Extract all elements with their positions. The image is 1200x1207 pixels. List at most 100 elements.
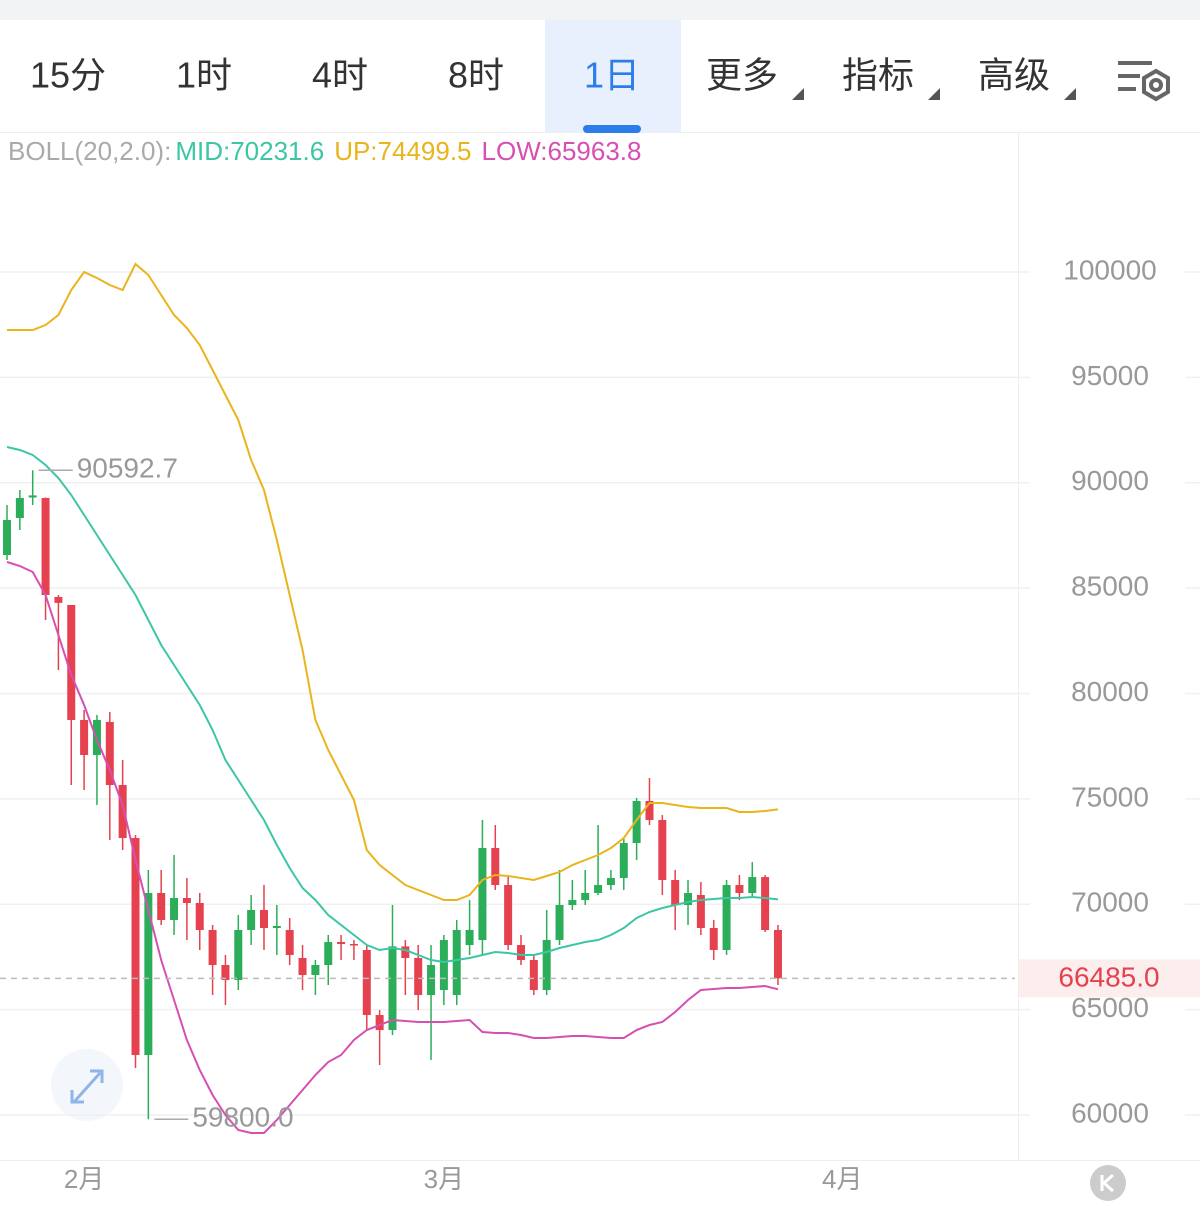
candle-body bbox=[761, 877, 770, 931]
y-tick-label: 95000 bbox=[1071, 360, 1149, 391]
candle-body bbox=[195, 902, 204, 931]
candle-body bbox=[452, 930, 461, 996]
y-tick-label: 60000 bbox=[1071, 1097, 1149, 1128]
y-tick-label: 90000 bbox=[1071, 465, 1149, 496]
candle-body bbox=[67, 604, 76, 720]
menu[interactable]: 更多 bbox=[706, 55, 778, 96]
candle-body bbox=[247, 910, 256, 931]
active-tab-bg bbox=[545, 20, 681, 132]
candle-body bbox=[131, 838, 140, 1056]
candle-body bbox=[414, 957, 423, 996]
y-tick-label: 100000 bbox=[1063, 254, 1156, 285]
candle-body bbox=[144, 892, 153, 1056]
candle-body bbox=[632, 801, 641, 844]
tab[interactable]: 8时 bbox=[448, 55, 504, 96]
candle-body bbox=[542, 940, 551, 991]
candle-body bbox=[478, 848, 487, 941]
candle-body bbox=[439, 940, 448, 991]
status-strip bbox=[0, 0, 1200, 20]
candle-body bbox=[208, 930, 217, 965]
candle-body bbox=[671, 879, 680, 906]
candle-body bbox=[696, 895, 705, 929]
candle-body bbox=[516, 945, 525, 960]
candle-body bbox=[28, 495, 37, 498]
candle-body bbox=[735, 885, 744, 893]
tab[interactable]: 1日 bbox=[584, 55, 640, 96]
boll-label: BOLL(20,2.0): bbox=[8, 136, 171, 166]
x-tick-label: 3月 bbox=[424, 1164, 464, 1194]
tab[interactable]: 4时 bbox=[312, 55, 368, 96]
candle-body bbox=[722, 885, 731, 951]
candle-body bbox=[349, 944, 358, 946]
candle-body bbox=[337, 942, 346, 945]
y-tick-label: 85000 bbox=[1071, 571, 1149, 602]
candle-body bbox=[3, 520, 12, 555]
candle-body bbox=[80, 719, 89, 755]
candle-body bbox=[529, 959, 538, 991]
y-tick-label: 80000 bbox=[1071, 676, 1149, 707]
candle-body bbox=[606, 877, 615, 886]
candle-body bbox=[375, 1015, 384, 1031]
candle-body bbox=[234, 930, 243, 980]
boll-line bbox=[6, 561, 779, 1135]
legend-entry: UP:74499.5 bbox=[334, 136, 471, 166]
candle-body bbox=[491, 848, 500, 886]
candle-body bbox=[709, 928, 718, 951]
candle-body bbox=[362, 950, 371, 1016]
candle-body bbox=[504, 885, 513, 946]
candle-body bbox=[568, 900, 577, 906]
candle-body bbox=[182, 897, 191, 903]
candle-body bbox=[465, 930, 474, 946]
candle-body bbox=[118, 785, 127, 839]
dropdown-caret bbox=[1064, 88, 1076, 100]
candle-body bbox=[259, 910, 268, 929]
candle-body bbox=[427, 964, 436, 996]
y-tick-label: 75000 bbox=[1071, 781, 1149, 812]
candle-body bbox=[645, 801, 654, 821]
expand-button[interactable] bbox=[51, 1049, 123, 1121]
menu[interactable]: 指标 bbox=[842, 55, 914, 96]
candle-body bbox=[272, 926, 281, 929]
last-price-box bbox=[1019, 959, 1200, 998]
candle-body bbox=[311, 964, 320, 976]
tab[interactable]: 15分 bbox=[30, 55, 106, 96]
candle-body bbox=[157, 892, 166, 920]
candle-body bbox=[401, 946, 410, 958]
legend-entry: MID:70231.6 bbox=[175, 136, 324, 166]
tab[interactable]: 1时 bbox=[176, 55, 232, 96]
candle-body bbox=[388, 946, 397, 1031]
settings-icon[interactable] bbox=[1118, 61, 1170, 102]
candle-body bbox=[221, 964, 230, 980]
candle-body bbox=[748, 877, 757, 893]
candle-body bbox=[105, 721, 114, 786]
menu[interactable]: 高级 bbox=[978, 55, 1050, 96]
dropdown-caret bbox=[928, 88, 940, 100]
annotation: 90592.7 bbox=[77, 453, 178, 484]
boll-line bbox=[6, 446, 779, 964]
candle-body bbox=[555, 905, 564, 941]
candle-body bbox=[298, 957, 307, 976]
candle-body bbox=[684, 892, 693, 906]
annotation: 59800.0 bbox=[192, 1102, 293, 1133]
candle-body bbox=[619, 843, 628, 878]
x-tick-label: 2月 bbox=[64, 1164, 104, 1194]
boll-legend: BOLL(20,2.0): MID:70231.6 UP:74499.5 LOW:65… bbox=[8, 136, 641, 166]
candle-body bbox=[170, 897, 179, 920]
active-tab-underline bbox=[583, 125, 641, 133]
candle-body bbox=[773, 930, 782, 979]
candle-body bbox=[15, 498, 24, 519]
x-tick-label: 4月 bbox=[822, 1164, 862, 1194]
candle-body bbox=[41, 498, 50, 595]
candle-body bbox=[581, 892, 590, 901]
candle-body bbox=[594, 885, 603, 893]
candle-body bbox=[285, 930, 294, 956]
y-tick-label: 70000 bbox=[1071, 887, 1149, 918]
boll-line bbox=[7, 262, 779, 901]
scroll-latest-button[interactable] bbox=[1090, 1165, 1126, 1201]
candle-body bbox=[324, 942, 333, 965]
dropdown-caret bbox=[792, 88, 804, 100]
candle-body bbox=[658, 820, 667, 880]
last-price-label: 66485.0 bbox=[1058, 962, 1159, 993]
legend-entry: LOW:65963.8 bbox=[482, 136, 642, 166]
candle-body bbox=[54, 596, 63, 603]
